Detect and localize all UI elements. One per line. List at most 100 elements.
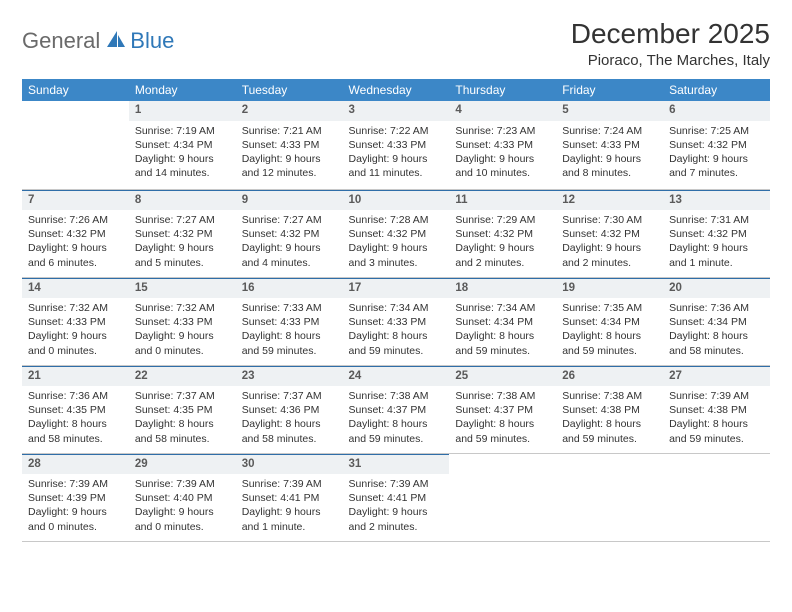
calendar-week-row: 21Sunrise: 7:36 AMSunset: 4:35 PMDayligh…: [22, 365, 770, 453]
sunrise-line: Sunrise: 7:39 AM: [28, 477, 123, 491]
day-number: 5: [556, 101, 663, 121]
calendar-day-cell: 20Sunrise: 7:36 AMSunset: 4:34 PMDayligh…: [663, 277, 770, 365]
weekday-header: Tuesday: [236, 79, 343, 101]
sunset-line: Sunset: 4:39 PM: [28, 491, 123, 505]
calendar-day-cell: 18Sunrise: 7:34 AMSunset: 4:34 PMDayligh…: [449, 277, 556, 365]
day-number: 9: [236, 190, 343, 211]
calendar-week-row: 1Sunrise: 7:19 AMSunset: 4:34 PMDaylight…: [22, 101, 770, 189]
daylight-line: Daylight: 9 hours and 2 minutes.: [562, 241, 657, 269]
header: General Blue December 2025 Pioraco, The …: [22, 18, 770, 69]
day-number: 31: [343, 454, 450, 475]
day-number: 12: [556, 190, 663, 211]
weekday-header: Wednesday: [343, 79, 450, 101]
sunrise-line: Sunrise: 7:37 AM: [135, 389, 230, 403]
calendar-day-cell: 3Sunrise: 7:22 AMSunset: 4:33 PMDaylight…: [343, 101, 450, 189]
sunset-line: Sunset: 4:34 PM: [135, 138, 230, 152]
sunset-line: Sunset: 4:38 PM: [562, 403, 657, 417]
calendar-day-cell: 28Sunrise: 7:39 AMSunset: 4:39 PMDayligh…: [22, 453, 129, 541]
daylight-line: Daylight: 8 hours and 59 minutes.: [455, 329, 550, 357]
calendar-week-row: 7Sunrise: 7:26 AMSunset: 4:32 PMDaylight…: [22, 189, 770, 277]
sunrise-line: Sunrise: 7:32 AM: [28, 301, 123, 315]
day-info: Sunrise: 7:29 AMSunset: 4:32 PMDaylight:…: [449, 210, 556, 274]
sunset-line: Sunset: 4:32 PM: [669, 138, 764, 152]
calendar-day-cell: 15Sunrise: 7:32 AMSunset: 4:33 PMDayligh…: [129, 277, 236, 365]
calendar-day-cell: 13Sunrise: 7:31 AMSunset: 4:32 PMDayligh…: [663, 189, 770, 277]
weekday-header: Monday: [129, 79, 236, 101]
daylight-line: Daylight: 8 hours and 59 minutes.: [242, 329, 337, 357]
daylight-line: Daylight: 8 hours and 59 minutes.: [562, 417, 657, 445]
day-info: Sunrise: 7:34 AMSunset: 4:34 PMDaylight:…: [449, 298, 556, 362]
day-info: Sunrise: 7:23 AMSunset: 4:33 PMDaylight:…: [449, 121, 556, 185]
day-number: 24: [343, 366, 450, 387]
sunset-line: Sunset: 4:33 PM: [349, 138, 444, 152]
daylight-line: Daylight: 8 hours and 59 minutes.: [349, 329, 444, 357]
daylight-line: Daylight: 9 hours and 6 minutes.: [28, 241, 123, 269]
sunset-line: Sunset: 4:37 PM: [349, 403, 444, 417]
day-number: 29: [129, 454, 236, 475]
calendar-day-cell: 8Sunrise: 7:27 AMSunset: 4:32 PMDaylight…: [129, 189, 236, 277]
day-info: Sunrise: 7:36 AMSunset: 4:34 PMDaylight:…: [663, 298, 770, 362]
sunrise-line: Sunrise: 7:29 AM: [455, 213, 550, 227]
day-info: Sunrise: 7:21 AMSunset: 4:33 PMDaylight:…: [236, 121, 343, 185]
weekday-header: Friday: [556, 79, 663, 101]
calendar-day-cell: 7Sunrise: 7:26 AMSunset: 4:32 PMDaylight…: [22, 189, 129, 277]
sunrise-line: Sunrise: 7:38 AM: [349, 389, 444, 403]
calendar-day-cell: 4Sunrise: 7:23 AMSunset: 4:33 PMDaylight…: [449, 101, 556, 189]
month-title: December 2025: [571, 18, 770, 50]
weekday-header: Saturday: [663, 79, 770, 101]
day-number: 18: [449, 278, 556, 299]
logo-text-blue: Blue: [130, 28, 174, 54]
sunset-line: Sunset: 4:32 PM: [242, 227, 337, 241]
location-text: Pioraco, The Marches, Italy: [571, 52, 770, 69]
sunset-line: Sunset: 4:32 PM: [455, 227, 550, 241]
calendar-day-cell: 23Sunrise: 7:37 AMSunset: 4:36 PMDayligh…: [236, 365, 343, 453]
sunset-line: Sunset: 4:38 PM: [669, 403, 764, 417]
daylight-line: Daylight: 8 hours and 58 minutes.: [242, 417, 337, 445]
sunrise-line: Sunrise: 7:24 AM: [562, 124, 657, 138]
sunset-line: Sunset: 4:32 PM: [669, 227, 764, 241]
day-number: 30: [236, 454, 343, 475]
calendar-day-cell: 21Sunrise: 7:36 AMSunset: 4:35 PMDayligh…: [22, 365, 129, 453]
day-info: Sunrise: 7:19 AMSunset: 4:34 PMDaylight:…: [129, 121, 236, 185]
day-number: 14: [22, 278, 129, 299]
day-number: 3: [343, 101, 450, 121]
sunrise-line: Sunrise: 7:39 AM: [349, 477, 444, 491]
day-number: 4: [449, 101, 556, 121]
day-info: Sunrise: 7:32 AMSunset: 4:33 PMDaylight:…: [129, 298, 236, 362]
calendar-day-cell: 25Sunrise: 7:38 AMSunset: 4:37 PMDayligh…: [449, 365, 556, 453]
day-number: 11: [449, 190, 556, 211]
day-info: Sunrise: 7:39 AMSunset: 4:38 PMDaylight:…: [663, 386, 770, 450]
calendar-day-cell: 10Sunrise: 7:28 AMSunset: 4:32 PMDayligh…: [343, 189, 450, 277]
day-info: Sunrise: 7:27 AMSunset: 4:32 PMDaylight:…: [236, 210, 343, 274]
daylight-line: Daylight: 9 hours and 7 minutes.: [669, 152, 764, 180]
day-info: Sunrise: 7:39 AMSunset: 4:41 PMDaylight:…: [343, 474, 450, 538]
day-number: 1: [129, 101, 236, 121]
daylight-line: Daylight: 9 hours and 0 minutes.: [135, 329, 230, 357]
calendar-day-cell: 1Sunrise: 7:19 AMSunset: 4:34 PMDaylight…: [129, 101, 236, 189]
day-number: 16: [236, 278, 343, 299]
day-info: Sunrise: 7:22 AMSunset: 4:33 PMDaylight:…: [343, 121, 450, 185]
daylight-line: Daylight: 9 hours and 5 minutes.: [135, 241, 230, 269]
day-info: Sunrise: 7:25 AMSunset: 4:32 PMDaylight:…: [663, 121, 770, 185]
calendar-day-cell: 2Sunrise: 7:21 AMSunset: 4:33 PMDaylight…: [236, 101, 343, 189]
day-number: 7: [22, 190, 129, 211]
sunrise-line: Sunrise: 7:28 AM: [349, 213, 444, 227]
sunrise-line: Sunrise: 7:31 AM: [669, 213, 764, 227]
calendar-day-cell: 30Sunrise: 7:39 AMSunset: 4:41 PMDayligh…: [236, 453, 343, 541]
day-number: 21: [22, 366, 129, 387]
day-info: Sunrise: 7:33 AMSunset: 4:33 PMDaylight:…: [236, 298, 343, 362]
day-info: Sunrise: 7:24 AMSunset: 4:33 PMDaylight:…: [556, 121, 663, 185]
sunset-line: Sunset: 4:33 PM: [135, 315, 230, 329]
day-info: Sunrise: 7:35 AMSunset: 4:34 PMDaylight:…: [556, 298, 663, 362]
weekday-header: Sunday: [22, 79, 129, 101]
daylight-line: Daylight: 9 hours and 8 minutes.: [562, 152, 657, 180]
day-info: Sunrise: 7:37 AMSunset: 4:35 PMDaylight:…: [129, 386, 236, 450]
day-info: Sunrise: 7:31 AMSunset: 4:32 PMDaylight:…: [663, 210, 770, 274]
day-number: 8: [129, 190, 236, 211]
logo-text-general: General: [22, 28, 100, 54]
sunset-line: Sunset: 4:34 PM: [455, 315, 550, 329]
sunset-line: Sunset: 4:35 PM: [28, 403, 123, 417]
daylight-line: Daylight: 8 hours and 59 minutes.: [562, 329, 657, 357]
day-info: Sunrise: 7:38 AMSunset: 4:37 PMDaylight:…: [449, 386, 556, 450]
daylight-line: Daylight: 8 hours and 59 minutes.: [669, 417, 764, 445]
